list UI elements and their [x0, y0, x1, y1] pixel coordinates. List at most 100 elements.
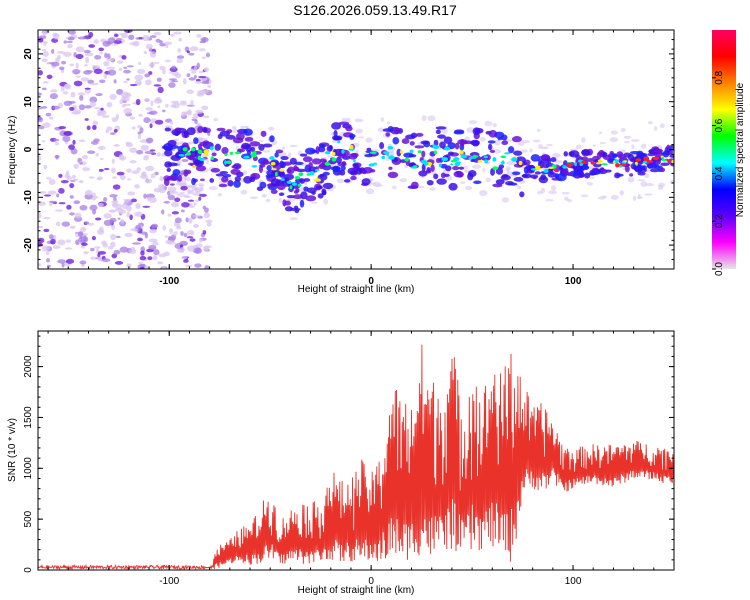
ridge-blob: [515, 156, 527, 164]
ridge-blob: [310, 149, 318, 154]
noise-blob: [129, 248, 137, 254]
hot-spot: [388, 155, 395, 160]
noise-blob: [110, 241, 116, 248]
noise-blob: [188, 77, 196, 81]
noise-blob: [129, 116, 136, 120]
hot-spot: [444, 146, 451, 151]
ridge-blob: [453, 171, 464, 178]
noise-blob: [198, 70, 204, 74]
ridge-blob: [280, 161, 286, 169]
hot-spot: [409, 149, 414, 153]
x-tick-label: -100: [159, 276, 179, 287]
noise-blob: [94, 54, 102, 60]
ridge-blob: [669, 154, 674, 158]
noise-blob: [157, 261, 164, 265]
noise-blob: [194, 119, 198, 124]
noise-blob: [161, 209, 165, 215]
snr-xlabel: Height of straight line (km): [298, 585, 415, 596]
hot-spot: [477, 159, 483, 163]
noise-blob: [84, 221, 90, 225]
noise-blob: [149, 123, 153, 129]
noise-blob: [149, 35, 157, 39]
noise-blob: [188, 52, 195, 56]
hot-spot: [518, 160, 523, 166]
noise-blob: [47, 190, 57, 195]
noise-blob: [95, 93, 103, 97]
halo-blob: [258, 139, 264, 143]
noise-blob: [204, 265, 210, 269]
noise-blob: [69, 225, 76, 229]
halo-blob: [231, 126, 237, 130]
halo-blob: [262, 150, 271, 153]
hot-spot: [368, 163, 375, 167]
ridge-blob: [186, 127, 196, 136]
noise-blob: [111, 167, 116, 174]
noise-blob: [87, 79, 95, 85]
noise-blob: [89, 247, 95, 252]
halo-blob: [506, 160, 516, 166]
hot-spot: [314, 168, 320, 172]
noise-blob: [111, 43, 119, 46]
noise-blob: [176, 160, 182, 164]
noise-blob: [199, 77, 208, 82]
noise-blob: [135, 98, 141, 106]
noise-blob: [103, 213, 112, 219]
ridge-blob: [425, 169, 432, 174]
noise-blob: [164, 41, 173, 46]
noise-blob: [199, 186, 204, 192]
noise-blob: [99, 79, 106, 83]
hot-spot: [298, 172, 304, 177]
noise-blob: [117, 60, 124, 64]
noise-blob: [58, 173, 63, 178]
noise-blob: [126, 168, 132, 173]
ridge-blob: [318, 164, 326, 170]
ridge-blob: [435, 157, 441, 163]
hot-spot: [332, 151, 336, 156]
ridge-blob: [215, 173, 225, 177]
noise-blob: [83, 49, 91, 54]
noise-blob: [188, 205, 195, 208]
noise-blob: [181, 111, 186, 117]
ridge-blob: [286, 168, 292, 174]
noise-blob: [207, 85, 212, 88]
noise-blob: [102, 40, 111, 47]
noise-blob: [187, 188, 191, 195]
ridge-blob: [581, 149, 590, 157]
noise-blob: [69, 63, 75, 67]
noise-blob: [98, 47, 104, 52]
noise-blob: [49, 93, 58, 100]
noise-blob: [171, 201, 180, 208]
noise-blob: [173, 31, 182, 35]
noise-blob: [70, 148, 78, 155]
hot-spot: [348, 148, 355, 151]
ridge-blob: [167, 139, 177, 147]
noise-blob: [198, 75, 207, 79]
hot-spot: [399, 150, 404, 154]
ridge-blob: [226, 129, 233, 134]
halo-blob: [369, 178, 374, 182]
hot-spot: [511, 157, 518, 162]
noise-blob: [178, 37, 183, 42]
halo-blob: [217, 193, 222, 197]
halo-blob: [460, 181, 466, 185]
noise-blob: [161, 266, 166, 269]
ridge-blob: [286, 195, 295, 199]
noise-blob: [164, 235, 169, 238]
ridge-blob: [292, 194, 303, 200]
hot-spot: [404, 157, 409, 162]
noise-blob: [84, 118, 89, 121]
halo-blob: [597, 196, 606, 200]
noise-blob: [88, 176, 95, 179]
noise-blob: [68, 30, 76, 35]
noise-blob: [123, 66, 128, 70]
ridge-blob: [448, 182, 458, 191]
noise-blob: [54, 141, 59, 146]
noise-blob: [66, 204, 72, 210]
hot-spot: [271, 168, 277, 171]
ridge-blob: [274, 152, 279, 158]
ridge-blob: [539, 155, 550, 160]
ridge-blob: [369, 169, 376, 173]
noise-blob: [94, 246, 101, 249]
ridge-blob: [241, 142, 251, 149]
halo-blob: [228, 177, 233, 181]
